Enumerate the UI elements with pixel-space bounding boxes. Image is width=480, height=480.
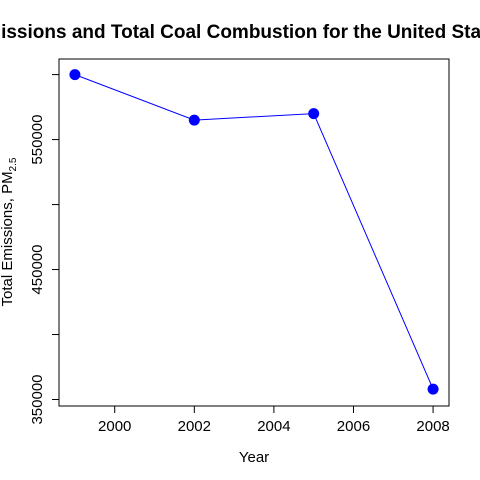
series-line	[74, 74, 434, 390]
plot-frame	[58, 58, 450, 407]
x-axis-label: Year	[239, 449, 269, 466]
data-point	[188, 114, 200, 126]
series-layer	[69, 69, 439, 395]
chart-title: Emissions and Total Coal Combustion for …	[0, 22, 480, 43]
data-point	[308, 108, 320, 120]
x-axis: 2000 2002 2004 2006 2008	[98, 406, 450, 435]
y-axis-label: Total Emissions, PM2.5	[0, 157, 19, 306]
x-tick-label: 2008	[416, 418, 449, 435]
x-tick-label: 2000	[98, 418, 131, 435]
data-point	[427, 383, 439, 395]
x-tick-label: 2004	[257, 418, 290, 435]
y-tick-label: 350000	[29, 374, 46, 424]
y-tick-label: 550000	[29, 115, 46, 165]
data-point	[69, 69, 81, 81]
y-axis-label-subscript: 2.5	[8, 157, 19, 171]
x-tick-label: 2006	[337, 418, 370, 435]
x-tick-label: 2002	[178, 418, 211, 435]
y-axis-label-main: Total Emissions, PM	[0, 171, 16, 306]
y-axis: 350000 450000 550000	[29, 74, 59, 425]
y-tick-label: 450000	[29, 245, 46, 295]
